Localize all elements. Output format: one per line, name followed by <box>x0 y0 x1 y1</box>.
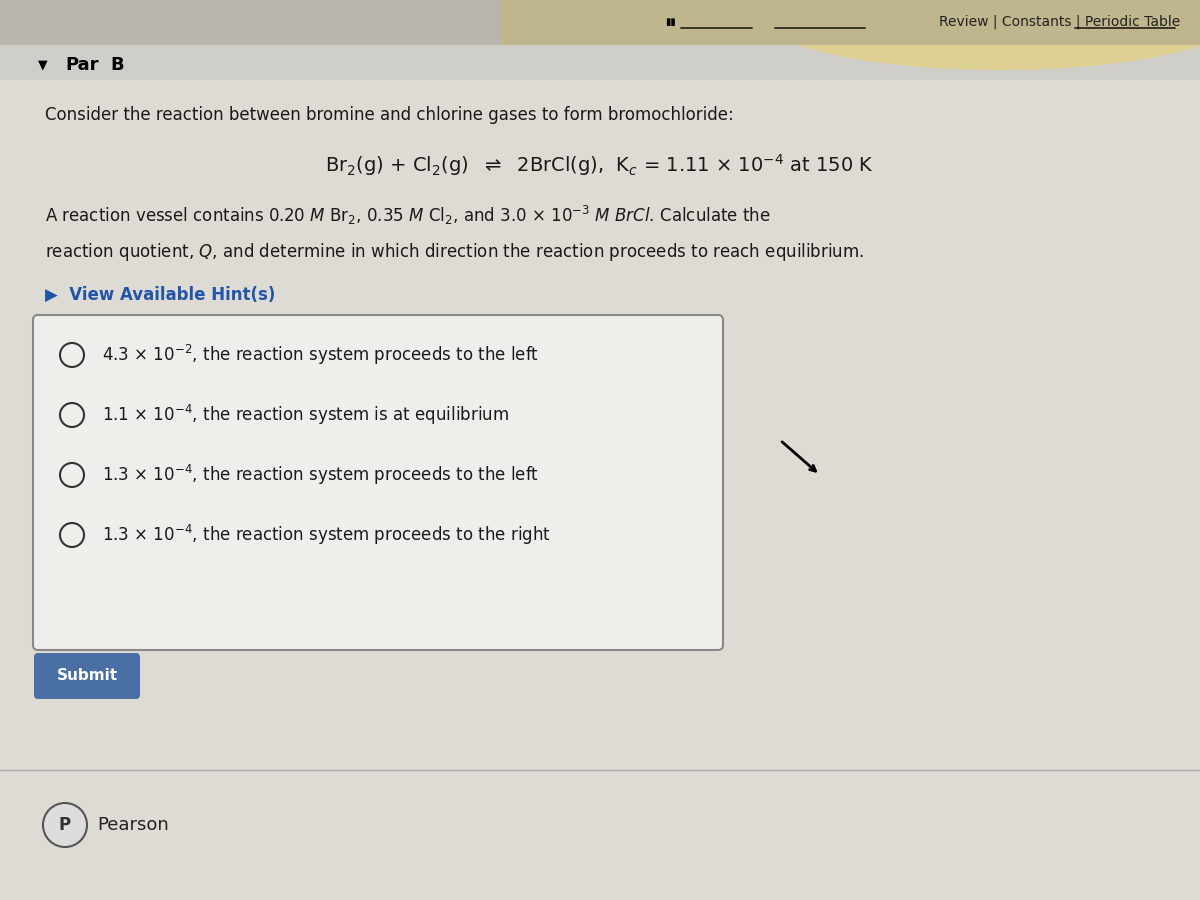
Text: 4.3 × 10$^{-2}$, the reaction system proceeds to the left: 4.3 × 10$^{-2}$, the reaction system pro… <box>102 343 539 367</box>
Text: reaction quotient, $\it{Q}$, and determine in which direction the reaction proce: reaction quotient, $\it{Q}$, and determi… <box>46 241 864 263</box>
FancyBboxPatch shape <box>34 315 722 650</box>
Circle shape <box>43 803 88 847</box>
Text: Par: Par <box>65 56 98 74</box>
Text: 1.1 × 10$^{-4}$, the reaction system is at equilibrium: 1.1 × 10$^{-4}$, the reaction system is … <box>102 403 509 427</box>
Text: Review | Constants | Periodic Table: Review | Constants | Periodic Table <box>938 14 1180 30</box>
Text: ▶  View Available Hint(s): ▶ View Available Hint(s) <box>46 286 275 304</box>
Text: Consider the reaction between bromine and chlorine gases to form bromochloride:: Consider the reaction between bromine an… <box>46 106 733 124</box>
Text: B: B <box>110 56 124 74</box>
FancyBboxPatch shape <box>0 0 1200 45</box>
Text: A reaction vessel contains 0.20 $\it{M}$ Br$_2$, 0.35 $\it{M}$ Cl$_2$, and 3.0 ×: A reaction vessel contains 0.20 $\it{M}$… <box>46 203 770 227</box>
FancyBboxPatch shape <box>500 0 1200 45</box>
Text: Pearson: Pearson <box>97 816 169 834</box>
Ellipse shape <box>750 0 1200 70</box>
Text: 1.3 × 10$^{-4}$, the reaction system proceeds to the left: 1.3 × 10$^{-4}$, the reaction system pro… <box>102 463 539 487</box>
FancyBboxPatch shape <box>0 80 1200 900</box>
Text: Submit: Submit <box>56 668 118 683</box>
Text: P: P <box>59 816 71 834</box>
Text: ▮▮: ▮▮ <box>665 17 676 27</box>
Text: Br$_2$(g) + Cl$_2$(g)  $\rightleftharpoons$  2BrCl(g),  K$_c$ = 1.11 × 10$^{-4}$: Br$_2$(g) + Cl$_2$(g) $\rightleftharpoon… <box>325 152 875 178</box>
Text: ▼: ▼ <box>38 58 48 71</box>
FancyBboxPatch shape <box>34 653 140 699</box>
Text: 1.3 × 10$^{-4}$, the reaction system proceeds to the right: 1.3 × 10$^{-4}$, the reaction system pro… <box>102 523 551 547</box>
